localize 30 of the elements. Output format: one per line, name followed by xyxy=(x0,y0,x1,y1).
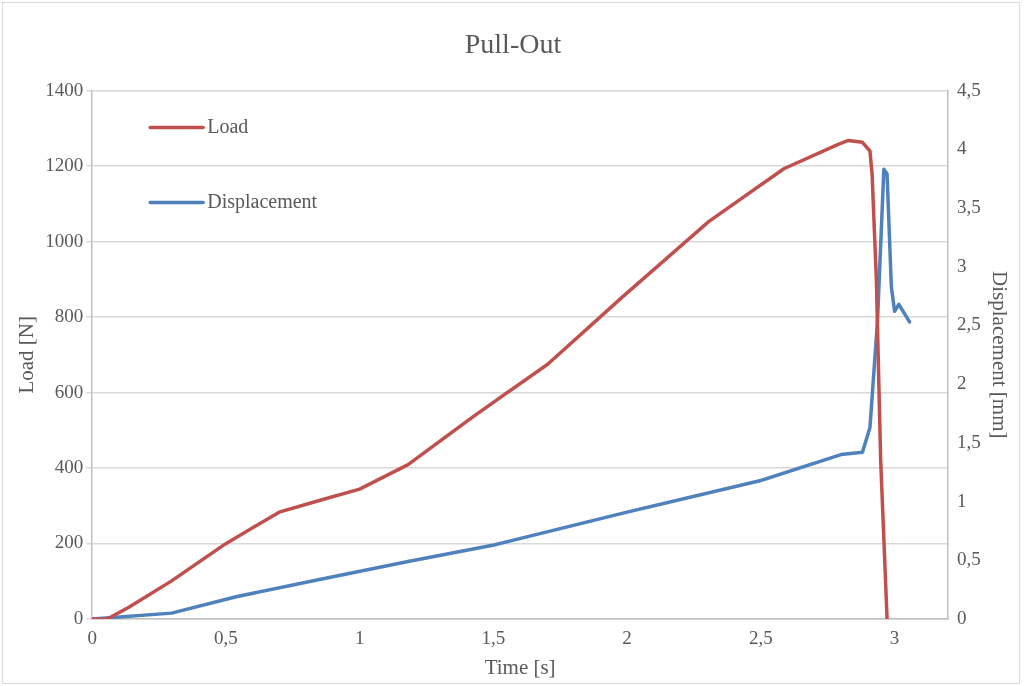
x-tick-label: 2 xyxy=(622,627,632,649)
y2-tick-label: 1 xyxy=(957,489,967,511)
y-axis-title: Load [N] xyxy=(14,316,39,394)
y-tick-label: 600 xyxy=(54,380,84,402)
x-axis-title: Time [s] xyxy=(484,654,556,679)
y2-tick-label: 3 xyxy=(957,254,967,276)
legend-label: Load xyxy=(207,114,249,137)
y2-tick-label: 4,5 xyxy=(957,78,981,100)
y2-tick-label: 0 xyxy=(957,606,967,628)
y-tick-label: 1200 xyxy=(45,154,84,176)
y2-tick-label: 4 xyxy=(957,137,968,159)
x-tick-label: 1 xyxy=(354,627,365,649)
y2-axis-title: Displacement [mm] xyxy=(987,271,1012,439)
chart-title: Pull-Out xyxy=(464,28,562,60)
y2-tick-label: 0,5 xyxy=(957,548,981,570)
y-tick-label: 1400 xyxy=(45,78,84,100)
y-tick-label: 400 xyxy=(54,456,84,478)
x-tick-label: 3 xyxy=(889,627,900,649)
y2-tick-label: 2,5 xyxy=(957,313,981,335)
x-tick-label: 0,5 xyxy=(214,627,238,649)
y2-tick-label: 3,5 xyxy=(957,196,981,218)
legend-label: Displacement xyxy=(207,189,318,213)
y-tick-label: 0 xyxy=(73,606,84,628)
y-tick-label: 1000 xyxy=(45,229,84,251)
y-tick-label: 200 xyxy=(54,531,84,553)
y2-tick-label: 2 xyxy=(957,372,967,394)
x-tick-label: 2,5 xyxy=(748,627,773,649)
y-tick-label: 800 xyxy=(54,305,84,327)
x-tick-label: 1,5 xyxy=(481,627,506,649)
y2-tick-label: 1,5 xyxy=(957,430,981,452)
